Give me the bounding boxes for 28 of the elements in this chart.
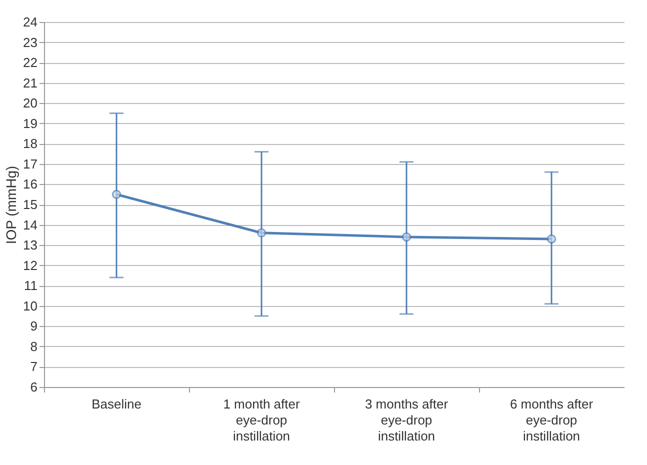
y-tick-label: 21 xyxy=(23,75,38,90)
y-tick-label: 19 xyxy=(23,116,38,131)
y-tick-label: 12 xyxy=(23,258,38,273)
y-tick-label: 7 xyxy=(30,359,38,374)
x-tick-label: 6 months after eye-drop instillation xyxy=(510,396,594,444)
y-tick-label: 8 xyxy=(30,338,38,354)
y-tick-label: 13 xyxy=(23,238,38,253)
x-tick-label: 1 month after eye-drop instillation xyxy=(223,396,300,444)
y-axis-title: IOP (mmHg) xyxy=(3,166,20,244)
y-tick-label: 15 xyxy=(23,197,38,212)
y-tick-label: 9 xyxy=(30,318,38,334)
x-tick-label: Baseline xyxy=(92,396,142,412)
point xyxy=(112,190,122,199)
point xyxy=(546,234,556,244)
y-tick-label: 23 xyxy=(23,34,38,50)
y-tick-label: 16 xyxy=(23,176,38,192)
y-tick-label: 20 xyxy=(23,96,38,111)
point xyxy=(256,228,266,238)
y-tick-label: 22 xyxy=(23,55,38,70)
y-tick-label: 18 xyxy=(23,136,38,152)
y-tick-label: 24 xyxy=(23,14,38,30)
x-tick-label: 3 months after eye-drop instillation xyxy=(364,396,449,444)
y-tick-label: 14 xyxy=(23,217,38,232)
y-tick-label: 10 xyxy=(23,298,38,314)
y-tick-label: 11 xyxy=(24,278,38,294)
y-tick-label: 6 xyxy=(30,380,38,394)
y-tick-label: 17 xyxy=(23,156,38,172)
point xyxy=(402,232,412,242)
